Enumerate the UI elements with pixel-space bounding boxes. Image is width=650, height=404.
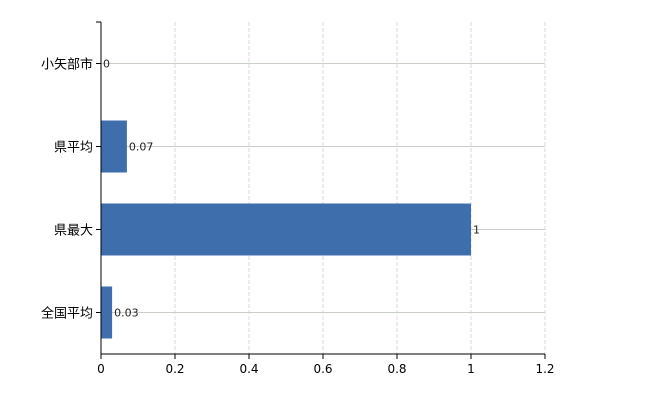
x-tick-label: 1 — [467, 362, 475, 376]
y-tick-label: 小矢部市 — [41, 57, 93, 73]
bar — [101, 203, 471, 256]
x-tick-label: 0 — [97, 362, 105, 376]
data-label: 0 — [103, 58, 110, 71]
bar — [101, 286, 113, 339]
y-tick-label: 県平均 — [54, 141, 93, 156]
y-tick-label: 県最大 — [54, 224, 93, 239]
data-label: 1 — [473, 224, 480, 237]
bar — [101, 120, 127, 173]
x-tick-label: 0.4 — [239, 362, 258, 376]
data-label: 0.07 — [129, 141, 154, 154]
data-label: 0.03 — [114, 307, 139, 320]
x-tick-label: 0.6 — [313, 362, 332, 376]
y-tick-label: 全国平均 — [41, 306, 93, 322]
x-tick-label: 0.2 — [165, 362, 184, 376]
x-tick-label: 1.2 — [535, 362, 554, 376]
x-tick-label: 0.8 — [387, 362, 406, 376]
